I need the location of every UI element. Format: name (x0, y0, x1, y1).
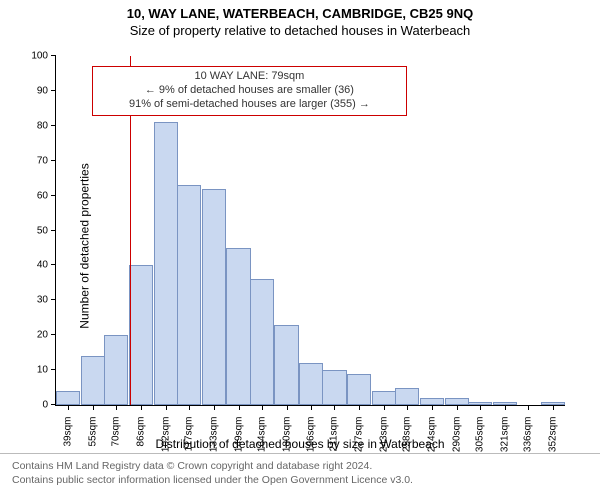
x-tick-mark (553, 405, 554, 410)
x-tick-mark (311, 405, 312, 410)
histogram-bar (226, 248, 250, 405)
annotation-box: 10 WAY LANE: 79sqm← 9% of detached house… (92, 66, 408, 115)
y-tick-label: 80 (37, 120, 48, 131)
histogram-bar (56, 391, 80, 405)
histogram-bar (81, 356, 105, 405)
x-tick-mark (528, 405, 529, 410)
y-tick-label: 100 (31, 51, 48, 62)
footer: Contains HM Land Registry data © Crown c… (0, 453, 600, 487)
x-tick-mark (384, 405, 385, 410)
x-tick-mark (116, 405, 117, 410)
histogram-bar (420, 398, 444, 405)
annotation-line: 91% of semi-detached houses are larger (… (99, 98, 401, 112)
footer-copyright-2: Contains public sector information licen… (12, 474, 588, 488)
x-tick-mark (189, 405, 190, 410)
y-tick-label: 50 (37, 225, 48, 236)
x-tick-mark (214, 405, 215, 410)
x-tick-mark (287, 405, 288, 410)
histogram-bar (347, 374, 371, 405)
y-tick-mark (51, 264, 56, 265)
y-tick-label: 30 (37, 295, 48, 306)
y-tick-label: 90 (37, 85, 48, 96)
x-axis-label: Distribution of detached houses by size … (0, 437, 600, 451)
x-tick-mark (262, 405, 263, 410)
x-tick-mark (239, 405, 240, 410)
y-tick-label: 40 (37, 260, 48, 271)
x-tick-mark (141, 405, 142, 410)
x-tick-mark (93, 405, 94, 410)
y-tick-mark (51, 90, 56, 91)
x-tick-mark (166, 405, 167, 410)
x-tick-mark (359, 405, 360, 410)
y-tick-label: 10 (37, 365, 48, 376)
histogram-bar (250, 279, 274, 405)
annotation-line: 10 WAY LANE: 79sqm (99, 70, 401, 84)
x-tick-mark (480, 405, 481, 410)
histogram-bar (445, 398, 469, 405)
y-tick-mark (51, 334, 56, 335)
x-tick-mark (457, 405, 458, 410)
y-tick-mark (51, 369, 56, 370)
x-tick-mark (68, 405, 69, 410)
y-tick-mark (51, 125, 56, 126)
histogram-bar (154, 122, 178, 405)
histogram-bar (493, 402, 517, 405)
x-tick-mark (407, 405, 408, 410)
x-tick-mark (432, 405, 433, 410)
page-title-subtitle: Size of property relative to detached ho… (0, 21, 600, 38)
annotation-line: ← 9% of detached houses are smaller (36) (99, 84, 401, 98)
y-tick-mark (51, 404, 56, 405)
histogram-bar (541, 402, 565, 405)
y-tick-label: 60 (37, 190, 48, 201)
page-title-address: 10, WAY LANE, WATERBEACH, CAMBRIDGE, CB2… (0, 0, 600, 21)
histogram-bar (202, 189, 226, 405)
y-tick-label: 20 (37, 330, 48, 341)
y-tick-mark (51, 195, 56, 196)
y-tick-mark (51, 55, 56, 56)
histogram-bar (322, 370, 346, 405)
y-tick-mark (51, 160, 56, 161)
y-tick-label: 0 (42, 400, 48, 411)
histogram-bar (395, 388, 419, 405)
histogram-bar (274, 325, 298, 405)
histogram-bar (468, 402, 492, 405)
chart-container: Number of detached properties 0102030405… (0, 38, 600, 453)
histogram-bar (372, 391, 396, 405)
x-tick-mark (334, 405, 335, 410)
chart-plot: 010203040506070809010039sqm55sqm70sqm86s… (55, 56, 565, 406)
y-tick-mark (51, 230, 56, 231)
y-tick-label: 70 (37, 155, 48, 166)
histogram-bar (129, 265, 153, 405)
histogram-bar (104, 335, 128, 405)
histogram-bar (299, 363, 323, 405)
footer-copyright-1: Contains HM Land Registry data © Crown c… (12, 460, 588, 474)
y-tick-mark (51, 299, 56, 300)
x-tick-mark (505, 405, 506, 410)
histogram-bar (177, 185, 201, 405)
